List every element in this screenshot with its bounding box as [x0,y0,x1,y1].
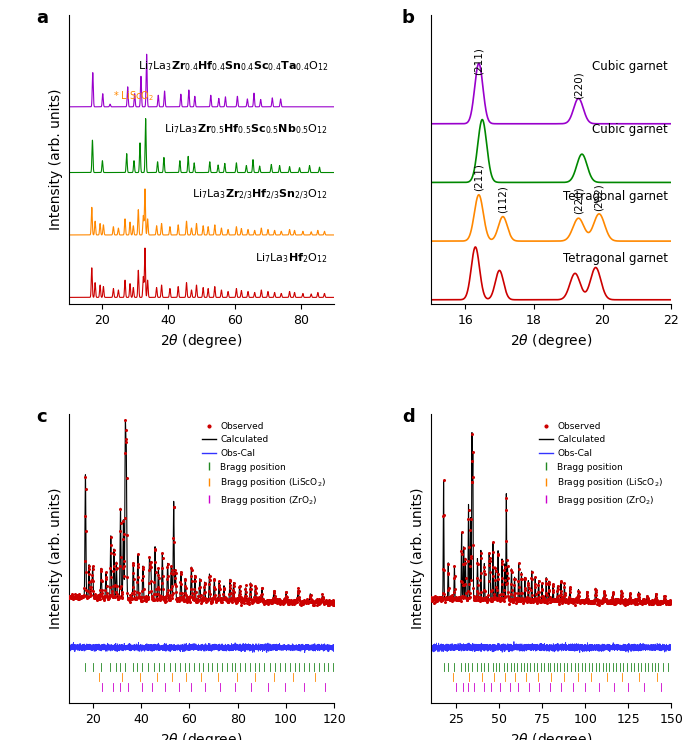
Text: b: b [402,9,414,27]
Text: a: a [36,9,49,27]
Legend: Observed, Calculated, Obs-Cal, Bragg position, Bragg position (LiScO$_2$), Bragg: Observed, Calculated, Obs-Cal, Bragg pos… [536,418,667,510]
Text: Li$_7$La$_3$${{\bf Hf}}_2$O$_{12}$: Li$_7$La$_3$${{\bf Hf}}_2$O$_{12}$ [256,251,328,264]
Text: c: c [36,408,47,426]
X-axis label: 2$\theta$ (degree): 2$\theta$ (degree) [160,332,242,350]
Text: * LiScO$_2$: * LiScO$_2$ [114,89,154,103]
Text: d: d [402,408,414,426]
Text: (220): (220) [573,186,584,215]
Y-axis label: Intensity (arb. units): Intensity (arb. units) [49,488,63,629]
Text: (220): (220) [573,71,584,98]
Text: (202): (202) [594,184,604,211]
Text: Tetragonal garnet: Tetragonal garnet [563,252,668,265]
Text: Li$_7$La$_3$${{\bf Zr}}_{2/3}$${{\bf Hf}}_{2/3}$${{\bf Sn}}_{2/3}$O$_{12}$: Li$_7$La$_3$${{\bf Zr}}_{2/3}$${{\bf Hf}… [192,188,328,202]
Text: (211): (211) [474,163,484,191]
Text: (112): (112) [498,185,508,212]
Text: Tetragonal garnet: Tetragonal garnet [563,190,668,204]
Legend: Observed, Calculated, Obs-Cal, Bragg position, Bragg position (LiScO$_2$), Bragg: Observed, Calculated, Obs-Cal, Bragg pos… [199,418,330,510]
Y-axis label: Intensity (arb. units): Intensity (arb. units) [411,488,425,629]
X-axis label: 2$\theta$ (degree): 2$\theta$ (degree) [510,332,592,350]
Text: (211): (211) [474,47,484,75]
Text: Cubic garnet: Cubic garnet [592,61,668,73]
X-axis label: 2$\theta$ (degree): 2$\theta$ (degree) [510,731,592,740]
Text: Li$_7$La$_3$${{\bf Zr}}_{0.5}$${{\bf Hf}}_{0.5}$${{\bf Sc}}_{0.5}$${{\bf Nb}}_{0: Li$_7$La$_3$${{\bf Zr}}_{0.5}$${{\bf Hf}… [164,123,328,136]
Text: Cubic garnet: Cubic garnet [592,124,668,136]
Text: Li$_7$La$_3$${{\bf Zr}}_{0.4}$${{\bf Hf}}_{0.4}$${{\bf Sn}}_{0.4}$${{\bf Sc}}_{0: Li$_7$La$_3$${{\bf Zr}}_{0.4}$${{\bf Hf}… [138,59,328,73]
Y-axis label: Intensity (arb. units): Intensity (arb. units) [49,89,63,230]
X-axis label: 2$\theta$ (degree): 2$\theta$ (degree) [160,731,242,740]
